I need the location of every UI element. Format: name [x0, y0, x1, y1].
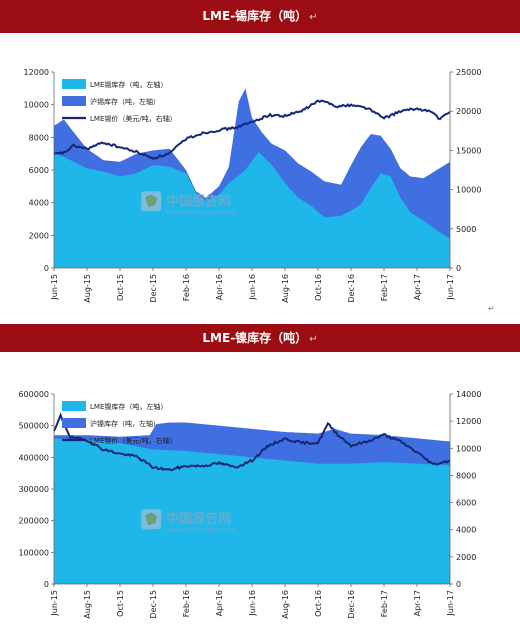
- x-tick-label: Aug-15: [83, 274, 92, 303]
- nickel-chart-svg: 0 100000 200000 300000 400000 500000 600000 0 20…: [18, 390, 481, 619]
- x-tick-label: Jun-15: [50, 590, 59, 617]
- paragraph-mark: ↵: [309, 12, 318, 23]
- legend-label: LME锡库存（吨，左轴）: [90, 80, 167, 89]
- y-right-tick-label: 0: [456, 264, 461, 273]
- legend-label: LME锡价（美元/吨，右轴）: [90, 114, 177, 123]
- y-left-tick-label: 12000: [24, 68, 49, 77]
- chart-title: LME-镍库存（吨）: [202, 331, 308, 345]
- series-line-2-price: [53, 412, 451, 472]
- y-right-tick-label: 10000: [456, 186, 481, 195]
- map-logo-icon: [141, 509, 162, 530]
- x-tick-label: Dec-15: [149, 274, 158, 303]
- paragraph-mark: ↵: [488, 304, 495, 313]
- x-tick-label: Oct-15: [116, 274, 125, 301]
- y-right-tick-label: 12000: [456, 417, 481, 426]
- legend-label: 沪镍库存（吨，左轴）: [90, 419, 160, 428]
- y-left-tick-label: 400000: [18, 453, 49, 462]
- y-left-tick-label: 4000: [29, 199, 49, 208]
- legend-label: 沪锡库存（吨，左轴）: [90, 97, 160, 106]
- x-tick-label: Aug-16: [281, 274, 290, 303]
- legend-label: LME镍库存（吨，左轴）: [90, 402, 167, 411]
- legend-label: LME镍价（美元/吨，右轴）: [90, 436, 177, 445]
- y-left-tick-label: 100000: [18, 548, 49, 557]
- x-tick-label: Oct-15: [116, 590, 125, 617]
- y-left-tick-label: 8000: [29, 133, 49, 142]
- legend-swatch: [62, 401, 86, 411]
- watermark-text: 中国报告网: [166, 193, 231, 209]
- chart-title-banner: LME-锡库存（吨） ↵: [0, 0, 520, 33]
- tin-chart-svg: 0 2000 4000 6000 8000 10000 12000 0 5000 10000 150…: [24, 68, 482, 303]
- chart-panel-tin: LME-锡库存（吨） ↵ 0 2000 4000 6000 8000 10000 12000 0…: [0, 0, 520, 313]
- y-right-tick-label: 10000: [456, 444, 481, 453]
- y-left-tick-label: 6000: [29, 166, 49, 175]
- y-left-tick-label: 10000: [24, 101, 49, 110]
- y-right-tick-label: 4000: [456, 526, 476, 535]
- x-tick-label: Feb-16: [182, 274, 191, 301]
- y-right-tick-label: 8000: [456, 471, 476, 480]
- legend-swatch: [62, 79, 86, 89]
- x-tick-label: Feb-16: [182, 590, 191, 617]
- x-tick-label: Apr-16: [215, 274, 224, 300]
- x-tick-label: Aug-15: [83, 590, 92, 619]
- series-area-2-lme: [54, 438, 450, 584]
- y-right-tick-label: 20000: [456, 107, 481, 116]
- chart-title: LME-锡库存（吨）: [202, 9, 308, 23]
- watermark-url: www.chinabaogao.com: [166, 209, 235, 216]
- x-tick-label: Dec-16: [347, 590, 356, 619]
- series-line-1-price: [53, 99, 451, 161]
- y-left-tick-label: 500000: [18, 422, 49, 431]
- watermark-text: 中国报告网: [166, 511, 231, 527]
- x-tick-label: Feb-17: [380, 590, 389, 617]
- x-tick-label: Jun-16: [248, 590, 257, 617]
- paragraph-mark: ↵: [309, 334, 318, 345]
- x-tick-label: Apr-17: [413, 274, 422, 300]
- x-tick-label: Jun-16: [248, 274, 257, 301]
- y-left-tick-label: 200000: [18, 517, 49, 526]
- x-tick-label: Feb-17: [380, 274, 389, 301]
- x-tick-label: Dec-16: [347, 274, 356, 303]
- x-tick-label: Dec-15: [149, 590, 158, 619]
- x-tick-label: Oct-16: [314, 274, 323, 301]
- y-right-tick-label: 6000: [456, 499, 476, 508]
- watermark-url: www.chinabaogao.com: [166, 527, 235, 534]
- legend-swatch: [62, 418, 86, 428]
- y-right-tick-label: 5000: [456, 225, 476, 234]
- y-left-tick-label: 0: [44, 580, 49, 589]
- y-right-tick-label: 0: [456, 580, 461, 589]
- y-left-tick-label: 600000: [18, 390, 49, 399]
- x-tick-label: Aug-16: [281, 590, 290, 619]
- y-right-tick-label: 14000: [456, 390, 481, 399]
- x-tick-label: Jun-15: [50, 274, 59, 301]
- y-right-tick-label: 15000: [456, 146, 481, 155]
- x-tick-label: Jun-17: [446, 274, 455, 301]
- x-tick-label: Apr-16: [215, 590, 224, 616]
- x-tick-label: Apr-17: [413, 590, 422, 616]
- y-left-tick-label: 300000: [18, 485, 49, 494]
- y-left-tick-label: 2000: [29, 231, 49, 240]
- chart-panel-nickel: LME-镍库存（吨） ↵ 0 100000 200000 300000 400000 500…: [0, 318, 520, 627]
- x-tick-label: Jun-17: [446, 590, 455, 617]
- y-left-tick-label: 0: [44, 264, 49, 273]
- chart-title-banner: LME-镍库存（吨） ↵: [0, 324, 520, 352]
- y-right-tick-label: 25000: [456, 68, 481, 77]
- series-area-1-lme: [54, 152, 450, 268]
- map-logo-icon: [141, 191, 162, 212]
- x-tick-label: Oct-16: [314, 590, 323, 617]
- y-right-tick-label: 2000: [456, 553, 476, 562]
- legend-swatch: [62, 96, 86, 106]
